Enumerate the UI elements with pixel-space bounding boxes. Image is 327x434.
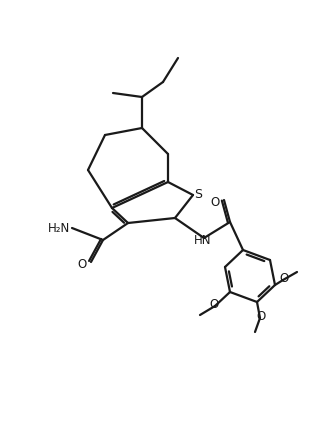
Text: H₂N: H₂N <box>48 223 70 236</box>
Text: O: O <box>279 273 289 286</box>
Text: O: O <box>210 195 220 208</box>
Text: O: O <box>256 310 266 323</box>
Text: O: O <box>77 257 87 270</box>
Text: S: S <box>194 187 202 201</box>
Text: HN: HN <box>194 234 212 247</box>
Text: O: O <box>209 299 219 312</box>
